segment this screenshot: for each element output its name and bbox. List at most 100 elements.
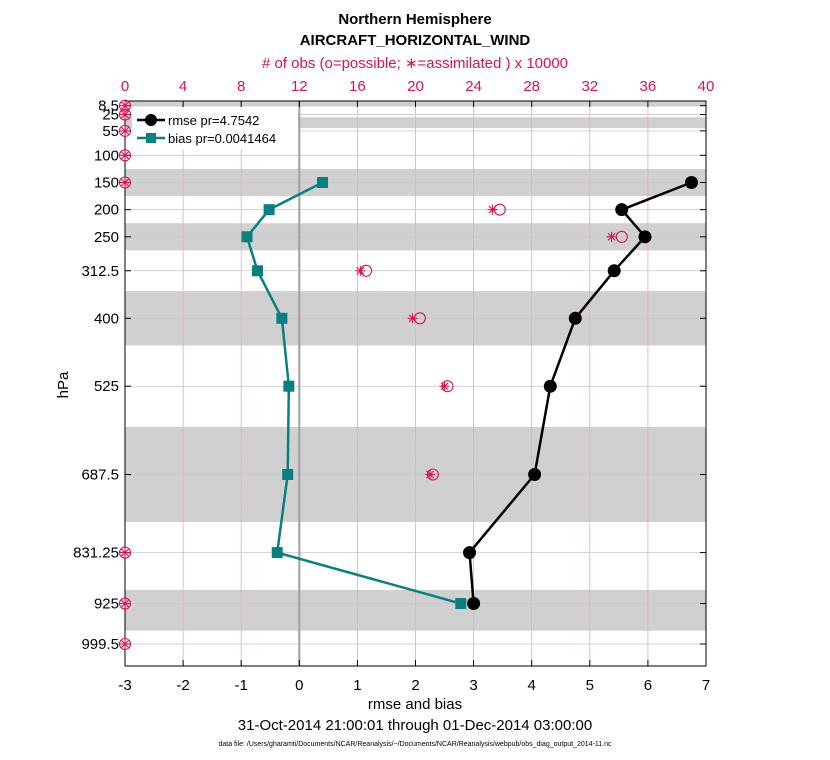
x-tick-label: 0 [295, 677, 303, 694]
y-tick-label: 925 [94, 596, 119, 613]
legend-bias-marker [146, 133, 156, 143]
obs-markers [118, 99, 628, 651]
rmse-point [463, 546, 477, 560]
x-tick-label: 7 [702, 677, 710, 694]
obs-assimilated-stroke [121, 640, 129, 648]
x-tick-label: 6 [644, 677, 652, 694]
obs-assimilated-stroke [607, 232, 616, 241]
y-tick-label: 400 [94, 310, 119, 327]
obs-assimilated-marker [439, 381, 450, 392]
bias-point [282, 468, 294, 480]
bias-point [251, 265, 263, 277]
top-tick-label: 40 [698, 78, 715, 95]
data-file-note: data file: /Users/gharamti/Documents/NCA… [218, 741, 612, 748]
y-tick-label: 25 [102, 107, 119, 124]
y-tick-label: 100 [94, 147, 119, 164]
x-tick-label: 2 [411, 677, 419, 694]
obs-possible-marker [118, 124, 132, 137]
y-tick-label: 687.5 [81, 466, 119, 483]
obs-assimilated-marker [120, 150, 130, 161]
top-axis-label: # of obs (o=possible; ∗=assimilated ) x … [262, 55, 568, 72]
top-tick-label: 8 [237, 78, 245, 95]
y-tick-label: 8.5 [98, 98, 119, 115]
bias-point [271, 547, 283, 559]
y-tick-label: 831.25 [73, 545, 119, 562]
date-range: 31-Oct-2014 21:00:01 through 01-Dec-2014… [238, 717, 592, 734]
obs-assimilated-stroke [121, 126, 129, 135]
bias-point [263, 204, 275, 216]
obs-assimilated-stroke [356, 266, 365, 275]
top-tick-label: 20 [407, 78, 424, 95]
bias-point [276, 312, 288, 324]
obs-assimilated-stroke [440, 382, 449, 391]
y-tick-label: 55 [102, 123, 119, 140]
top-tick-label: 36 [640, 78, 657, 95]
y-tick-label: 999.5 [81, 636, 119, 653]
obs-assimilated-marker [120, 109, 130, 120]
legend-bias-label: bias pr=0.0041464 [168, 131, 276, 146]
y-tick-label: 250 [94, 229, 119, 246]
obs-possible-marker [118, 546, 132, 559]
obs-assimilated-stroke [121, 101, 129, 110]
x-tick-label: 4 [528, 677, 536, 694]
top-tick-label: 32 [581, 78, 598, 95]
legend-box [132, 107, 298, 149]
data-series [241, 175, 698, 611]
top-tick-label: 0 [121, 78, 129, 95]
obs-assimilated-marker [425, 469, 436, 480]
obs-assimilated-stroke [121, 178, 129, 187]
obs-assimilated-stroke [488, 205, 497, 214]
rmse-point [467, 597, 481, 611]
chart-title: Northern Hemisphere [338, 11, 491, 28]
rmse-point [568, 311, 582, 325]
obs-possible-marker [118, 597, 132, 610]
rmse-point [684, 175, 698, 189]
obs-assimilated-stroke [121, 548, 129, 557]
rmse-point [528, 467, 542, 481]
x-tick-label: 3 [469, 677, 477, 694]
obs-assimilated-marker [120, 547, 130, 558]
obs-assimilated-stroke [121, 151, 129, 160]
axis-ticks: -3 -2 -1 0 1 2 3 4 5 6 70 4 8 12 16 20 24 28 32 36 408.52555… [73, 78, 714, 694]
x-tick-label: -3 [118, 677, 131, 694]
x-tick-label: -1 [235, 677, 248, 694]
obs-assimilated-marker [120, 177, 130, 188]
obs-assimilated-marker [120, 125, 130, 136]
y-tick-label: 200 [94, 202, 119, 219]
bias-point [317, 176, 329, 188]
obs-assimilated-stroke [408, 314, 417, 323]
x-tick-label: -2 [176, 677, 189, 694]
obs-assimilated-stroke [426, 470, 435, 479]
bias-point [455, 598, 467, 610]
bias-point [283, 380, 295, 392]
x-axis-label: rmse and bias [368, 696, 462, 713]
y-tick-label: 312.5 [81, 263, 119, 280]
obs-assimilated-stroke [121, 599, 129, 608]
obs-assimilated-marker [120, 100, 130, 111]
rmse-point [638, 230, 652, 244]
legend-rmse-label: rmse pr=4.7542 [168, 113, 259, 128]
x-tick-label: 1 [353, 677, 361, 694]
top-tick-label: 28 [523, 78, 540, 95]
obs-possible-marker [118, 149, 132, 162]
y-axis-label: hPa [55, 371, 72, 398]
rmse-point [607, 264, 621, 278]
y-tick-label: 525 [94, 378, 119, 395]
x-tick-label: 5 [586, 677, 594, 694]
legend-rmse-marker [145, 114, 157, 126]
top-tick-label: 4 [179, 78, 187, 95]
obs-possible-marker [118, 176, 132, 189]
obs-assimilated-marker [606, 231, 617, 242]
y-tick-label: 150 [94, 174, 119, 191]
obs-possible-marker [118, 637, 132, 651]
chart-subtitle: AIRCRAFT_HORIZONTAL_WIND [300, 32, 531, 49]
obs-assimilated-stroke [121, 110, 129, 119]
obs-assimilated-marker [355, 265, 366, 276]
obs-assimilated-marker [120, 598, 130, 609]
rmse-point [543, 379, 557, 393]
obs-assimilated-marker [407, 313, 418, 324]
rmse-point [615, 203, 629, 217]
top-tick-label: 16 [349, 78, 366, 95]
obs-assimilated-marker [487, 204, 498, 215]
